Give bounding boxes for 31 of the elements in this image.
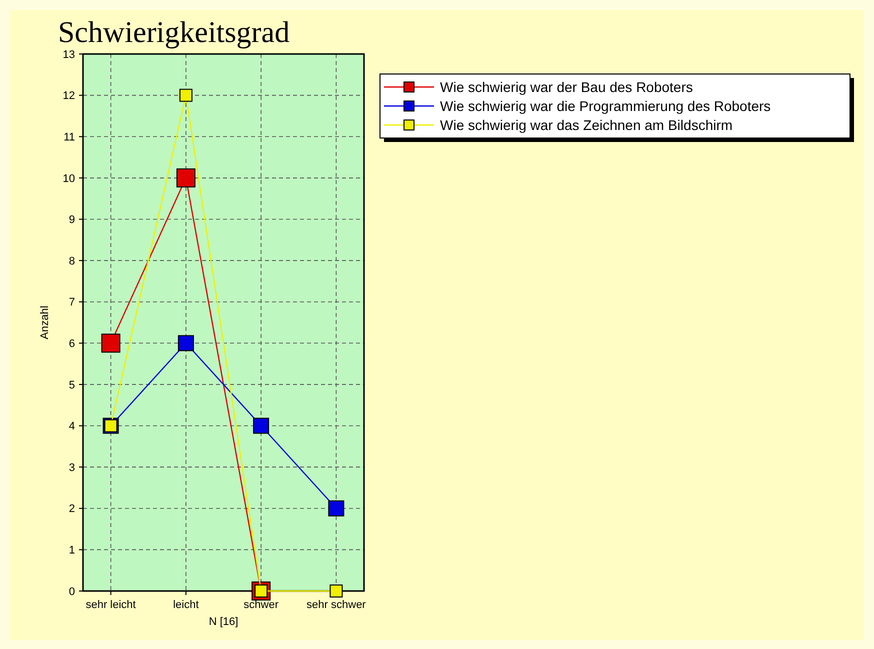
y-tick-label: 10 xyxy=(62,172,75,185)
x-tick-label: leicht xyxy=(173,599,199,611)
x-axis-title: N [16] xyxy=(208,616,238,628)
point xyxy=(179,88,192,102)
y-tick-label: 2 xyxy=(68,503,75,516)
y-tick-label: 4 xyxy=(68,420,75,433)
y-axis-title: Anzahl xyxy=(39,306,51,340)
y-tick-label: 8 xyxy=(68,255,75,268)
legend-label: Wie schwierig war der Bau des Roboters xyxy=(440,78,693,95)
y-tick-label: 3 xyxy=(68,462,75,474)
x-tick-label: schwer xyxy=(244,599,279,611)
chart-title: Schwierigkeitsgrad xyxy=(58,16,290,49)
point xyxy=(328,500,344,516)
y-tick-label: 13 xyxy=(62,48,75,61)
legend-label: Wie schwierig war das Zeichnen am Bildschirm xyxy=(440,116,733,133)
y-tick-label: 7 xyxy=(68,296,75,309)
y-tick-label: 12 xyxy=(62,90,75,102)
y-tick-label: 11 xyxy=(64,131,75,144)
point xyxy=(330,584,343,598)
y-tick-label: 6 xyxy=(68,338,75,350)
point xyxy=(101,334,120,353)
y-tick-label: 0 xyxy=(68,586,75,598)
x-tick-label: sehr schwer xyxy=(306,599,366,611)
point xyxy=(176,168,196,188)
point xyxy=(178,335,194,352)
x-tick-label: sehr leicht xyxy=(86,599,136,611)
point xyxy=(253,418,270,434)
y-tick-label: 9 xyxy=(68,214,75,226)
y-tick-label: 5 xyxy=(68,379,75,392)
legend-label: Wie schwierig war die Programmierung des Roboters xyxy=(440,98,771,114)
y-tick-label: 1 xyxy=(68,544,75,557)
